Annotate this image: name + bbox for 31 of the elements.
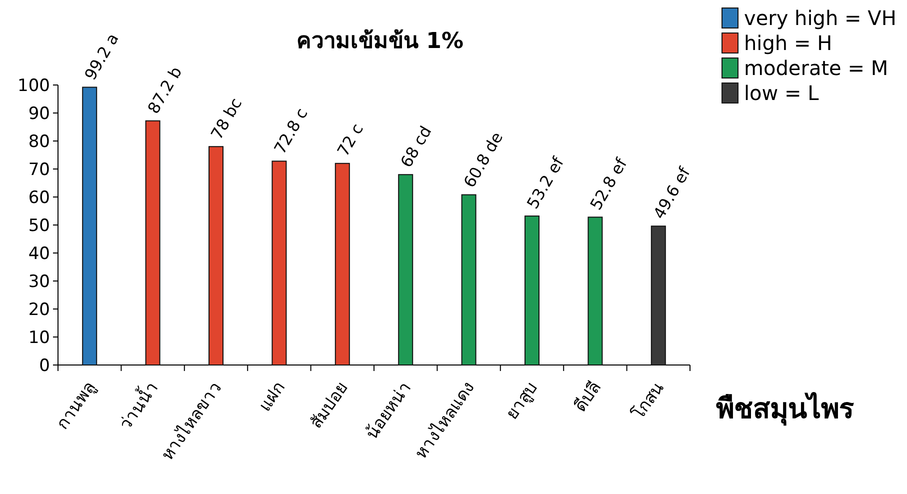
y-tick-label: 90 bbox=[28, 104, 50, 124]
x-tick-label: แฝก bbox=[255, 378, 290, 416]
data-label: 78 bc bbox=[207, 94, 246, 143]
data-label: 68 cd bbox=[396, 122, 436, 171]
y-tick-label: 20 bbox=[28, 300, 50, 320]
bar bbox=[82, 86, 98, 366]
data-label: 72 c bbox=[333, 120, 367, 160]
legend-label: very high = VH bbox=[744, 6, 896, 30]
legend-label: low = L bbox=[744, 81, 820, 105]
bar bbox=[588, 216, 603, 366]
bar bbox=[398, 174, 414, 366]
bar bbox=[524, 216, 540, 366]
y-tick-label: 10 bbox=[28, 328, 50, 348]
x-axis-title: พืชสมุนไพร bbox=[716, 392, 854, 426]
y-tick-label: 30 bbox=[28, 272, 50, 292]
bar bbox=[272, 160, 287, 366]
bar bbox=[208, 146, 224, 366]
bar bbox=[334, 162, 350, 366]
y-tick-label: 100 bbox=[18, 76, 50, 96]
legend-label: moderate = M bbox=[744, 56, 888, 80]
y-tick-label: 40 bbox=[28, 244, 50, 264]
y-tick-label: 50 bbox=[28, 216, 50, 236]
bar bbox=[145, 120, 160, 366]
chart-title: ความเข้มข้น 1% bbox=[296, 29, 464, 54]
y-tick-label: 0 bbox=[39, 356, 50, 376]
y-tick-label: 60 bbox=[28, 188, 50, 208]
y-tick-label: 70 bbox=[28, 160, 50, 180]
y-tick-label: 80 bbox=[28, 132, 50, 152]
legend-label: high = H bbox=[744, 31, 832, 55]
bar bbox=[461, 194, 476, 366]
bar bbox=[650, 226, 666, 366]
